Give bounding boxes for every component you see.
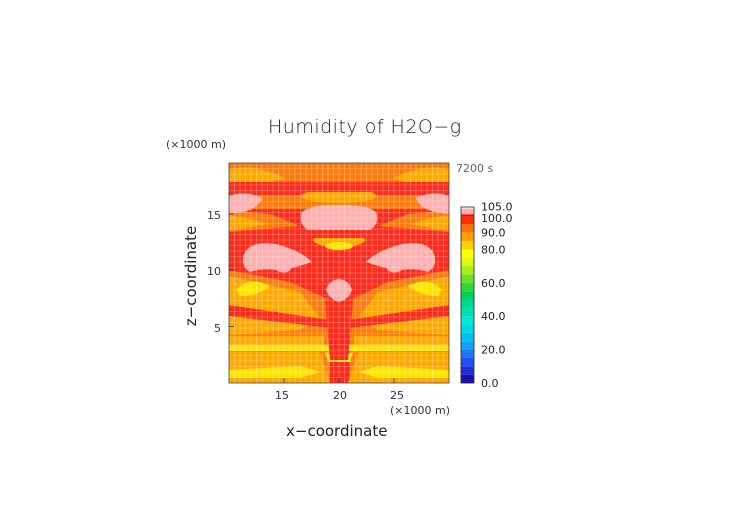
colorbar-swatch	[461, 208, 474, 215]
colorbar-swatch	[461, 341, 474, 350]
x-axis-label: x−coordinate	[286, 422, 388, 440]
x-tick-label: 15	[275, 389, 289, 402]
colorbar-swatch	[461, 349, 474, 358]
y-unit-label: (×1000 m)	[166, 138, 227, 151]
y-tick-label: 5	[214, 322, 221, 335]
colorbar-label: 105.0	[481, 201, 513, 214]
y-tick-label: 10	[207, 265, 221, 278]
colorbar-label: 40.0	[481, 310, 506, 323]
colorbar-swatch	[461, 224, 474, 233]
colorbar-swatch	[461, 232, 474, 242]
colorbar-swatch	[461, 332, 474, 342]
colorbar-swatch	[461, 357, 474, 367]
y-tick-label: 15	[207, 209, 221, 222]
colorbar-swatch	[461, 249, 474, 258]
field-supersaturated	[229, 193, 449, 302]
colorbar-swatch	[461, 282, 474, 292]
colorbar-swatch	[461, 266, 474, 275]
colorbar-swatch	[461, 374, 474, 383]
colorbar-swatch	[461, 307, 474, 317]
x-unit-label: (×1000 m)	[390, 404, 451, 417]
plot-area	[229, 163, 449, 383]
plot-grid	[229, 163, 449, 383]
field-base-streaks	[229, 182, 449, 360]
time-label: 7200 s	[456, 162, 494, 175]
colorbar-swatch	[461, 207, 474, 209]
colorbar-label: 60.0	[481, 277, 506, 290]
colorbar-swatch	[461, 291, 474, 300]
colorbar-swatch	[461, 299, 474, 308]
colorbar-swatch	[461, 257, 474, 267]
colorbar-label: 20.0	[481, 344, 506, 357]
colorbar-swatch	[461, 316, 474, 325]
colorbar-label: 100.0	[481, 212, 513, 225]
colorbar-label: 0.0	[481, 377, 499, 390]
colorbar-label: 80.0	[481, 243, 506, 256]
x-tick-label: 20	[333, 389, 347, 402]
axis-ticks	[229, 213, 395, 383]
colorbar-swatch	[461, 214, 474, 216]
colorbar-swatch	[461, 324, 474, 333]
colorbar-swatch	[461, 274, 474, 283]
x-tick-label: 25	[390, 389, 404, 402]
colorbar-label: 90.0	[481, 227, 506, 240]
colorbar-frame	[460, 206, 475, 384]
colorbar-swatch	[461, 216, 474, 225]
colorbar-swatch	[461, 241, 474, 250]
colorbar-swatch	[461, 366, 474, 375]
